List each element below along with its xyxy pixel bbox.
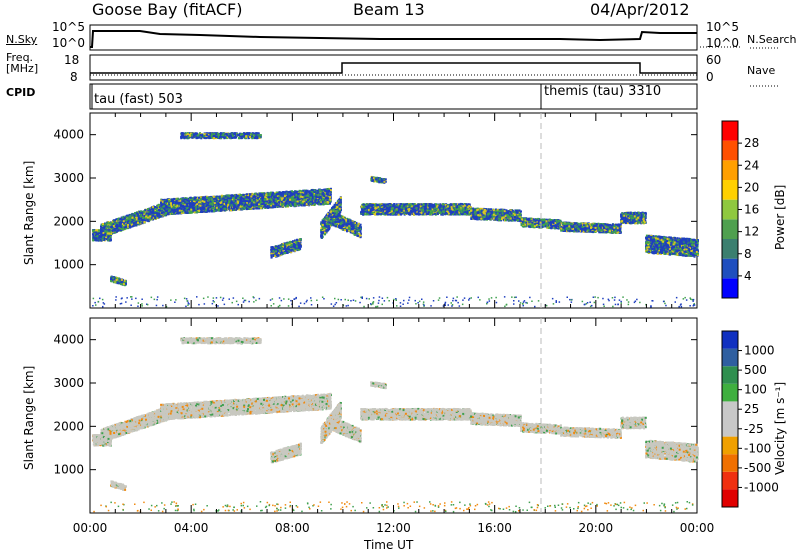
scatter-cell xyxy=(95,237,97,239)
scatter-cell xyxy=(108,233,110,235)
scatter-cell xyxy=(99,239,101,241)
scatter-cell xyxy=(152,206,154,208)
scatter-cell xyxy=(129,216,131,218)
chart-canvas: 1000200030004000100020003000400000:00 04:… xyxy=(0,0,800,554)
scatter-cell xyxy=(114,232,116,234)
scatter-cell xyxy=(100,227,102,229)
scatter-cell xyxy=(98,229,100,231)
scatter-cell xyxy=(129,218,131,220)
cpid-panel-frame xyxy=(90,84,697,109)
scatter-cell xyxy=(107,239,109,241)
freq-panel-frame xyxy=(90,55,697,80)
scatter-cell xyxy=(102,232,104,234)
scatter-cell xyxy=(102,238,104,240)
scatter-cell xyxy=(107,231,109,233)
scatter-cell xyxy=(93,237,95,239)
scatter-cell xyxy=(156,210,158,212)
scatter-cell xyxy=(92,234,94,236)
scatter-cell xyxy=(97,233,99,235)
scatter-cell xyxy=(93,230,95,232)
scatter-cell xyxy=(101,231,103,233)
scatter-cell xyxy=(157,215,159,217)
noise-panel-frame xyxy=(90,25,697,50)
freq-line xyxy=(90,63,697,73)
scatter-cell xyxy=(117,229,119,231)
noise-sky-line xyxy=(90,31,697,47)
scatter-cell xyxy=(92,239,94,241)
scatter-cell xyxy=(96,239,98,241)
scatter-cell xyxy=(95,229,97,231)
scatter-cell xyxy=(145,209,147,211)
